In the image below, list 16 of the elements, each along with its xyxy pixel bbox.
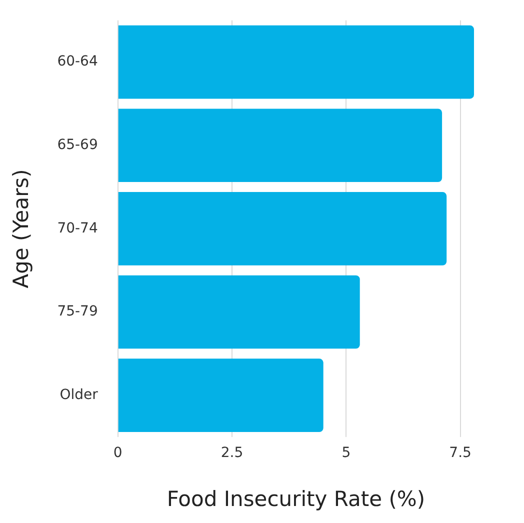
y-tick-label: Older (60, 386, 98, 403)
bar (118, 25, 474, 99)
x-tick-label: 0 (113, 445, 122, 462)
y-tick-label: 65-69 (57, 137, 98, 154)
y-tick-label: 70-74 (57, 220, 98, 236)
bar (118, 275, 360, 349)
bar (118, 108, 442, 182)
y-tick-label: 75-79 (57, 304, 98, 320)
x-tick-label: 7.5 (449, 445, 472, 462)
y-tick-label: 60-64 (57, 54, 98, 70)
x-tick-label: 5 (342, 445, 351, 462)
bar (118, 192, 447, 266)
y-axis-title: Age (Years) (9, 169, 34, 288)
x-tick-label: 2.5 (220, 445, 244, 462)
x-axis-title: Food Insecurity Rate (%) (166, 486, 426, 511)
bar (118, 358, 324, 432)
